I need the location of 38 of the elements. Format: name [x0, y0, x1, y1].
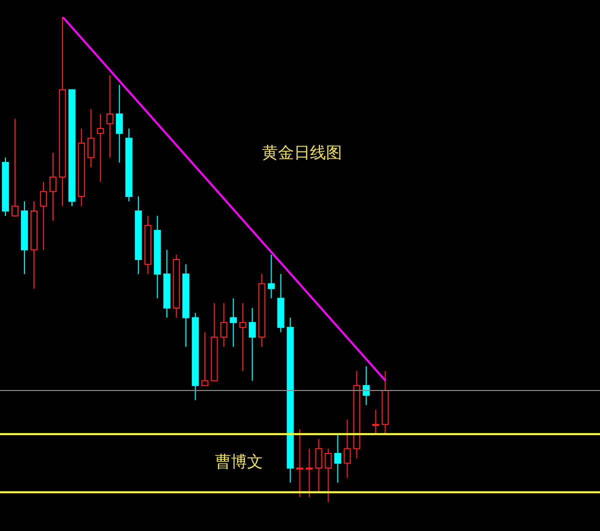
candlestick — [87, 108, 94, 168]
candlestick — [78, 128, 85, 207]
candlestick — [144, 215, 152, 275]
candlestick — [172, 254, 180, 318]
candlestick — [334, 434, 342, 484]
candlestick — [220, 302, 228, 348]
annotation: 曹博文 — [215, 452, 263, 473]
candlestick — [154, 215, 161, 299]
candlestick — [248, 308, 256, 382]
candlestick — [353, 370, 360, 459]
candlestick — [163, 249, 170, 318]
candlestick — [30, 200, 38, 290]
candlestick — [239, 302, 246, 372]
candlestick — [315, 438, 322, 493]
candlestick — [324, 448, 332, 502]
candlestick — [182, 264, 190, 348]
candlestick — [58, 17, 66, 207]
candlestick — [230, 298, 237, 348]
candlestick — [277, 274, 284, 333]
candlestick — [258, 274, 266, 348]
candlestick — [106, 74, 114, 158]
candlestick — [344, 419, 351, 478]
annotation: 黄金日线图 — [262, 143, 342, 164]
candlestick — [20, 200, 28, 275]
candlestick — [372, 409, 380, 435]
candlestick — [296, 428, 304, 498]
candlestick — [382, 370, 389, 435]
candlestick — [49, 152, 56, 222]
candlestick — [125, 128, 132, 202]
candlestick — [96, 114, 104, 182]
candlestick — [362, 366, 370, 406]
candlestick — [268, 254, 275, 299]
candlestick — [2, 157, 9, 216]
candlestick — [286, 317, 294, 484]
candlestick — [134, 196, 142, 275]
candlestick — [40, 181, 47, 250]
candlestick — [306, 448, 313, 498]
candlestick — [116, 84, 123, 163]
